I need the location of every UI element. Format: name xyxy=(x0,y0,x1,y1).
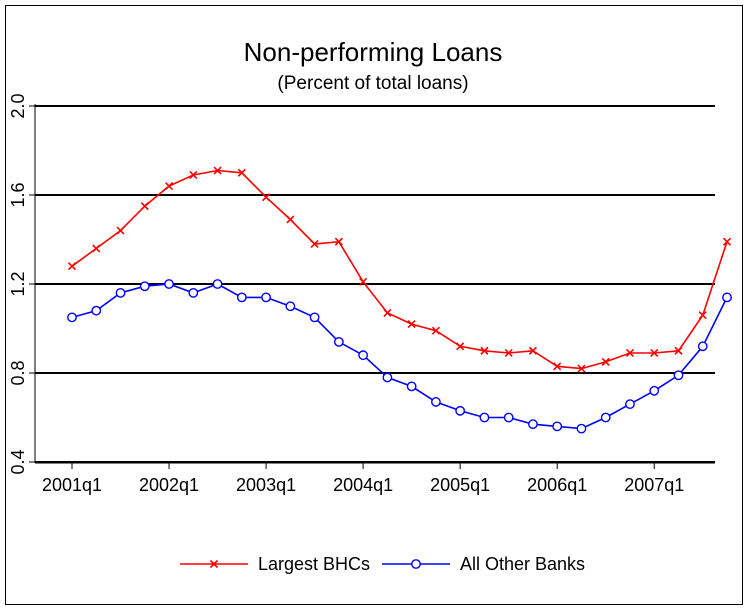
series-largest-bhcs xyxy=(67,166,732,373)
data-point-x-marker xyxy=(262,193,271,202)
data-point-x-marker xyxy=(383,308,392,317)
data-point-circle-marker xyxy=(649,385,660,396)
data-point-x-marker xyxy=(334,237,343,246)
data-point-x-marker xyxy=(310,239,319,249)
x-tick-label: 2003q1 xyxy=(236,475,296,495)
data-point-x-marker xyxy=(674,346,683,355)
data-point-x-marker xyxy=(722,237,732,246)
y-tick-label: 0.4 xyxy=(8,449,28,474)
data-point-x-marker xyxy=(237,168,246,177)
data-point-circle-marker xyxy=(382,372,393,383)
data-point-x-marker xyxy=(164,182,174,191)
line-chart: Non-performing Loans (Percent of total l… xyxy=(8,37,732,574)
data-point-circle-marker xyxy=(333,336,344,347)
x-tick-label: 2007q1 xyxy=(624,475,684,495)
data-point-x-marker xyxy=(116,226,125,235)
data-point-x-marker xyxy=(213,166,222,175)
x-tick-label: 2006q1 xyxy=(527,475,587,495)
axes: 0.4 0.8 1.2 1.6 2.0 2001q1 2002q1 2003q1 2004q1 2… xyxy=(8,93,715,495)
data-point-circle-marker xyxy=(722,292,732,303)
legend: Largest BHCs All Other Banks xyxy=(180,554,585,574)
data-point-circle-marker xyxy=(139,281,150,292)
gridlines xyxy=(35,105,715,463)
data-point-circle-marker xyxy=(285,301,296,312)
data-point-x-marker xyxy=(577,364,586,373)
series-line xyxy=(71,169,728,370)
chart-frame: Non-performing Loans (Percent of total l… xyxy=(5,5,743,605)
data-point-x-marker xyxy=(456,342,465,351)
x-tick-label: 2004q1 xyxy=(333,475,393,495)
data-point-x-marker xyxy=(189,170,198,180)
data-point-circle-marker xyxy=(91,305,102,316)
data-point-x-marker xyxy=(286,215,295,224)
y-tick-label: 1.6 xyxy=(8,182,28,207)
data-point-x-marker xyxy=(431,326,440,335)
x-tick-label: 2005q1 xyxy=(430,475,490,495)
data-point-circle-marker xyxy=(576,423,587,434)
data-point-x-marker xyxy=(698,311,707,320)
data-point-circle-marker xyxy=(455,405,466,416)
legend-label: Largest BHCs xyxy=(258,554,370,574)
data-point-circle-marker xyxy=(600,412,611,423)
chart-subtitle: (Percent of total loans) xyxy=(277,73,468,94)
x-tick-label: 2001q1 xyxy=(42,475,102,495)
chart-title: Non-performing Loans xyxy=(244,37,503,67)
data-point-circle-marker xyxy=(164,279,174,289)
data-point-circle-marker xyxy=(503,412,514,423)
data-point-circle-marker xyxy=(67,312,77,323)
data-point-circle-marker xyxy=(212,279,223,289)
data-point-x-marker xyxy=(359,277,368,286)
legend-item: All Other Banks xyxy=(382,554,585,574)
data-point-x-marker xyxy=(140,202,149,211)
data-point-circle-marker xyxy=(479,412,490,423)
data-point-circle-marker xyxy=(188,287,199,298)
data-point-x-marker xyxy=(92,244,101,253)
data-point-circle-marker xyxy=(261,292,271,303)
data-point-x-marker xyxy=(650,348,659,358)
y-tick-label: 2.0 xyxy=(8,93,28,118)
data-point-circle-marker xyxy=(236,292,247,303)
data-point-circle-marker xyxy=(673,370,684,381)
data-point-x-marker xyxy=(528,346,538,355)
data-point-x-marker xyxy=(209,559,219,569)
data-point-x-marker xyxy=(601,357,610,366)
data-point-x-marker xyxy=(407,319,416,329)
data-point-circle-marker xyxy=(552,421,563,432)
data-point-x-marker xyxy=(553,362,562,371)
y-tick-label: 1.2 xyxy=(8,271,28,296)
data-point-x-marker xyxy=(625,348,635,358)
legend-label: All Other Banks xyxy=(460,554,585,574)
legend-item: Largest BHCs xyxy=(180,554,370,574)
data-point-circle-marker xyxy=(430,397,441,407)
data-point-circle-marker xyxy=(697,341,708,352)
data-point-circle-marker xyxy=(406,381,417,392)
series-layer xyxy=(67,166,732,434)
data-point-circle-marker xyxy=(528,419,538,430)
data-point-circle-marker xyxy=(625,399,635,410)
x-tick-label: 2002q1 xyxy=(139,475,199,495)
data-point-circle-marker xyxy=(411,559,421,569)
data-point-x-marker xyxy=(504,348,513,358)
y-tick-label: 0.8 xyxy=(8,360,28,385)
data-point-circle-marker xyxy=(115,287,126,298)
data-point-circle-marker xyxy=(309,312,320,323)
series-line xyxy=(71,283,728,430)
series-all-other-banks xyxy=(67,279,732,434)
data-point-x-marker xyxy=(67,262,77,271)
data-point-x-marker xyxy=(480,346,489,355)
data-point-circle-marker xyxy=(358,350,369,361)
